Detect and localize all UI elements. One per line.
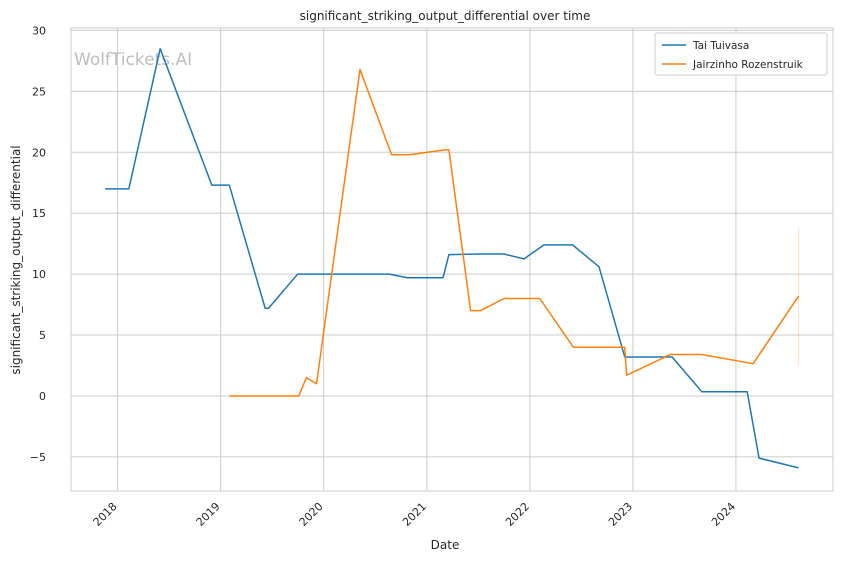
legend: Tai Tuivasa Jairzinho Rozenstruik <box>654 32 828 76</box>
y-tick-label: 25 <box>32 85 46 98</box>
legend-entry-tai-tuivasa: Tai Tuivasa <box>692 40 749 52</box>
x-axis-label: Date <box>431 538 460 552</box>
x-tick-label: 2019 <box>194 500 223 529</box>
watermark-text: WolfTickets.AI <box>74 50 192 70</box>
y-tick-label: −5 <box>30 451 46 464</box>
x-tick-label: 2022 <box>503 500 532 529</box>
y-axis-label: significant_striking_output_differential <box>9 145 23 374</box>
y-tick-label: 15 <box>32 207 46 220</box>
x-tick-label: 2024 <box>709 500 738 529</box>
y-tick-label: 10 <box>32 268 46 281</box>
y-tick-label: 30 <box>32 24 46 37</box>
series-layer <box>105 47 800 469</box>
x-tick-labels: 2018 2019 2020 2021 2022 2023 2024 <box>91 500 738 529</box>
x-tick-label: 2018 <box>91 500 120 529</box>
x-tick-label: 2021 <box>400 500 429 529</box>
y-tick-label: 0 <box>39 390 46 403</box>
grid-lines <box>71 28 833 491</box>
chart-title: significant_striking_output_differential… <box>300 9 591 23</box>
x-tick-label: 2023 <box>606 500 635 529</box>
legend-entry-jairzinho-rozenstruik: Jairzinho Rozenstruik <box>692 59 804 71</box>
y-tick-label: 5 <box>39 329 46 342</box>
x-tick-label: 2020 <box>297 500 326 529</box>
series-line-jairzinho-rozenstruik <box>229 68 800 397</box>
legend-box <box>654 32 828 76</box>
y-tick-label: 20 <box>32 146 46 159</box>
series-line-tai-tuivasa <box>105 47 799 469</box>
y-tick-labels: −5 0 5 10 15 20 25 30 <box>30 24 46 463</box>
plot-background <box>70 27 834 492</box>
